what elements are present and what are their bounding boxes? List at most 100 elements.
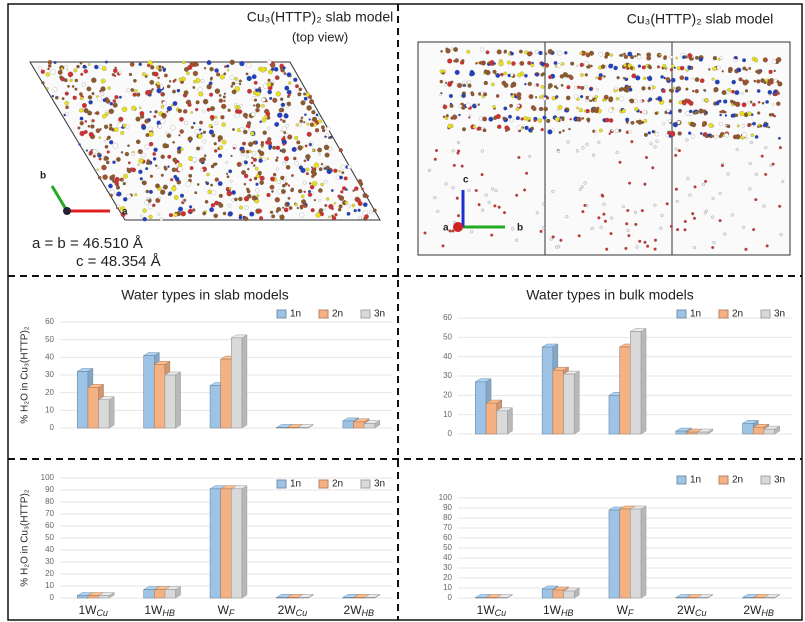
atom: [90, 125, 94, 129]
atom: [735, 90, 740, 95]
bar-side: [641, 506, 646, 598]
x-tick-label: 1WHB: [144, 603, 175, 618]
atom: [647, 76, 652, 81]
atom: [324, 136, 326, 138]
atom: [255, 167, 258, 170]
atom: [704, 212, 707, 215]
atom: [59, 76, 62, 79]
atom: [369, 211, 372, 214]
atom: [498, 206, 501, 209]
atom: [300, 206, 303, 209]
atom: [108, 87, 111, 90]
atom: [695, 89, 699, 93]
atom: [132, 151, 134, 153]
atom: [338, 195, 341, 198]
atom: [117, 205, 120, 208]
atom: [177, 89, 180, 92]
atom: [539, 107, 543, 111]
atom: [424, 232, 427, 235]
atom: [122, 107, 127, 112]
atom: [654, 248, 657, 251]
atom: [531, 105, 535, 109]
atom: [249, 212, 254, 217]
atom: [637, 120, 642, 125]
atom: [79, 108, 83, 112]
atom: [158, 77, 160, 79]
atom: [186, 72, 189, 75]
atom: [131, 88, 134, 91]
atom: [224, 93, 226, 95]
atom: [445, 182, 448, 185]
y-tick-label: 0: [50, 423, 55, 432]
atom: [272, 146, 276, 150]
atom: [768, 126, 770, 128]
atom: [754, 80, 756, 82]
y-tick-label: 40: [443, 553, 452, 562]
atom: [555, 117, 559, 121]
atom: [565, 215, 568, 218]
legend-swatch: [677, 476, 686, 484]
atom: [246, 188, 249, 191]
atom: [455, 70, 460, 75]
atom: [229, 187, 232, 190]
atom: [686, 88, 689, 91]
atom: [86, 150, 88, 152]
atom: [724, 133, 728, 137]
atom: [195, 63, 199, 67]
atom: [528, 128, 532, 132]
atom: [643, 110, 647, 114]
bar: [221, 489, 232, 598]
atom: [80, 121, 84, 125]
atom: [270, 177, 275, 182]
atom: [523, 189, 526, 192]
atom: [154, 110, 157, 113]
lattice-param: a = b = 46.510 Å: [32, 235, 143, 252]
atom: [84, 69, 88, 73]
atom: [209, 93, 213, 97]
atom: [579, 188, 582, 191]
atom: [534, 119, 537, 122]
atom: [584, 204, 587, 207]
atom: [219, 99, 223, 103]
y-tick-label: 30: [443, 563, 452, 572]
atom: [643, 77, 646, 80]
atom: [466, 103, 471, 108]
atom: [307, 123, 310, 126]
atom: [335, 213, 338, 216]
atom: [598, 216, 601, 219]
atom: [636, 246, 639, 249]
atom: [605, 118, 609, 122]
atom: [435, 149, 438, 152]
atom: [218, 140, 220, 142]
bar: [609, 395, 620, 434]
atom: [142, 181, 147, 186]
atom: [213, 163, 216, 166]
atom: [138, 149, 143, 154]
atom: [548, 83, 553, 88]
atom: [283, 143, 286, 146]
atom: [602, 119, 604, 121]
atom: [193, 122, 195, 124]
atom: [127, 88, 131, 92]
atom: [457, 141, 460, 144]
atom: [614, 66, 618, 70]
atom: [723, 233, 726, 236]
atom: [517, 92, 522, 97]
atom: [459, 105, 462, 108]
bar-side: [242, 335, 247, 428]
atom: [625, 118, 629, 122]
atom: [67, 85, 70, 88]
atom: [128, 162, 131, 165]
atom: [274, 67, 278, 71]
atom: [136, 140, 140, 144]
atom: [511, 61, 515, 65]
atom: [625, 78, 628, 81]
atom: [214, 116, 217, 119]
atom: [528, 120, 530, 122]
atom: [210, 67, 214, 71]
atom: [271, 215, 275, 219]
atom: [555, 97, 557, 99]
atom: [232, 90, 237, 95]
atom: [593, 107, 596, 110]
atom: [660, 227, 663, 230]
